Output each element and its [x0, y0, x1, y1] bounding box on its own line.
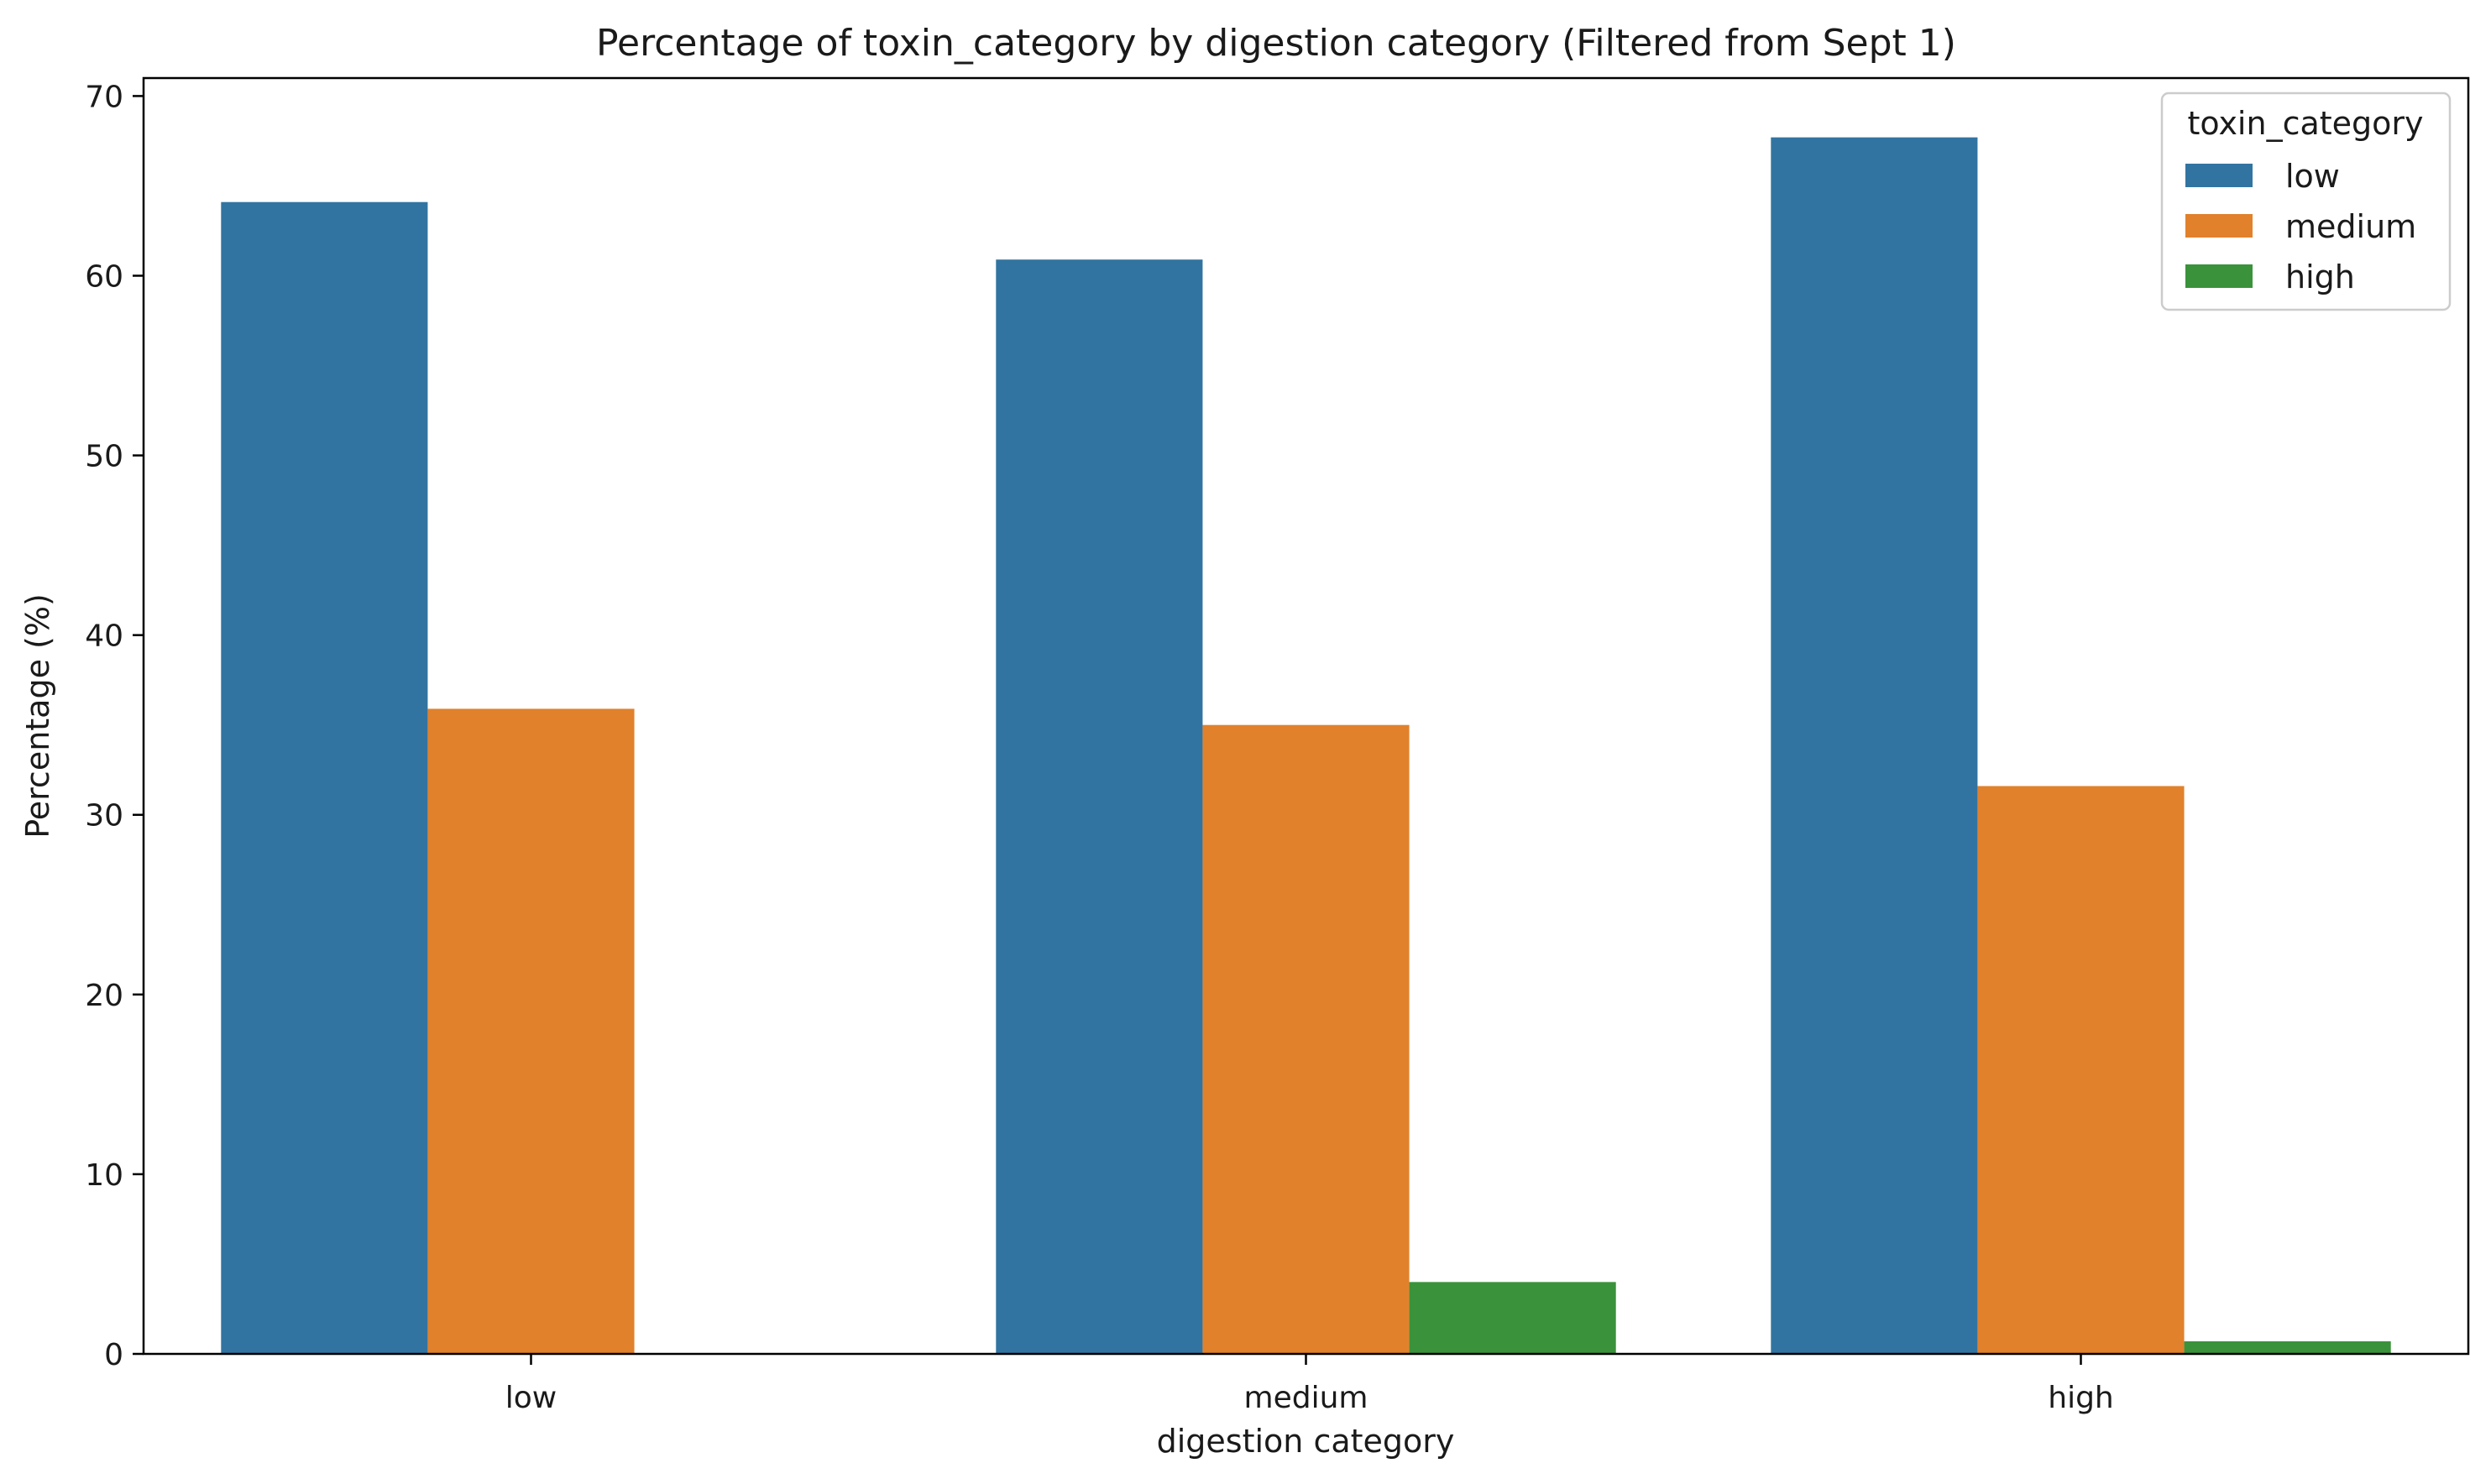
legend-swatch-high	[2185, 264, 2253, 288]
y-tick-label: 60	[85, 259, 123, 294]
legend-label-low: low	[2285, 158, 2340, 195]
x-axis-ticks: low medium high	[505, 1354, 2114, 1415]
y-tick-label: 40	[85, 619, 123, 654]
y-tick-label: 0	[104, 1338, 123, 1372]
chart-title: Percentage of toxin_category by digestio…	[596, 22, 1956, 65]
y-tick-label: 30	[85, 799, 123, 833]
bar-medium-low	[996, 259, 1203, 1354]
x-tick-label-medium: medium	[1244, 1381, 1368, 1415]
legend: toxin_category low medium high	[2160, 91, 2452, 311]
bar-high-low	[1771, 137, 1978, 1354]
y-tick-label: 50	[85, 440, 123, 474]
bar-high-high	[2184, 1341, 2391, 1354]
legend-label-high: high	[2285, 259, 2355, 295]
y-axis-label: Percentage (%)	[19, 593, 56, 839]
legend-swatch-low	[2185, 164, 2253, 187]
y-tick-label: 70	[85, 80, 123, 114]
bar-low-medium	[427, 708, 635, 1354]
legend-title: toxin_category	[2187, 105, 2423, 142]
legend-swatch-medium	[2185, 214, 2253, 238]
legend-label-medium: medium	[2285, 208, 2416, 245]
plot-area-frame	[142, 76, 2470, 1356]
y-tick-label: 20	[85, 979, 123, 1013]
y-axis-ticks: 0 10 20 30 40 50 60 70	[85, 80, 144, 1372]
legend-frame	[2160, 91, 2452, 311]
x-axis-label: digestion category	[1157, 1423, 1455, 1460]
legend-entries: low medium high	[2185, 158, 2416, 295]
bar-high-medium	[1977, 786, 2185, 1354]
bar-medium-high	[1409, 1282, 1616, 1354]
bar-low-low	[221, 201, 428, 1355]
x-tick-label-high: high	[2048, 1381, 2114, 1415]
x-tick-label-low: low	[505, 1381, 557, 1415]
bar-medium-medium	[1202, 724, 1410, 1354]
bars-group	[221, 137, 2391, 1355]
y-tick-label: 10	[85, 1158, 123, 1193]
